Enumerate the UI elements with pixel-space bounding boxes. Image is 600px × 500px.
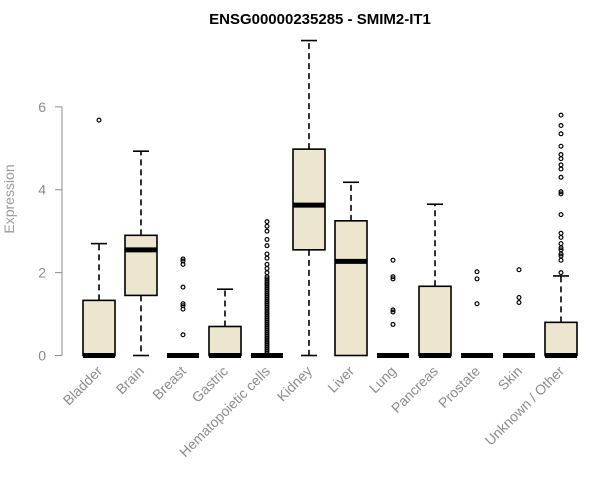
category-label: Prostate	[435, 363, 483, 411]
box-unknown-other	[544, 112, 578, 358]
outlier-point	[558, 191, 564, 197]
category-label: Skin	[495, 363, 526, 394]
outlier-point	[516, 299, 522, 305]
y-axis-label: Expression	[1, 164, 17, 233]
outlier-point	[96, 117, 102, 123]
outlier-point	[474, 301, 480, 307]
box-body	[208, 325, 242, 357]
outlier-point	[558, 270, 564, 276]
outlier-point	[558, 156, 564, 162]
outlier-point	[558, 257, 564, 263]
box-hematopoietic-cells	[251, 219, 283, 358]
outlier-point	[264, 243, 270, 249]
outlier-point	[180, 303, 186, 309]
outlier-point	[516, 294, 522, 300]
outlier-point	[558, 189, 564, 195]
outlier-point	[558, 247, 564, 253]
outlier-point	[474, 276, 480, 282]
outlier-point	[558, 212, 564, 218]
outlier-point	[180, 256, 186, 262]
category-label: Liver	[324, 363, 357, 396]
outlier-point	[516, 267, 522, 273]
chart-title: ENSG00000235285 - SMIM2-IT1	[209, 11, 431, 28]
y-tick-label: 2	[38, 265, 46, 281]
outlier-point	[264, 255, 270, 261]
outlier-point	[264, 251, 270, 257]
outlier-point	[558, 162, 564, 168]
category-label: Breast	[149, 363, 189, 403]
outlier-point	[558, 253, 564, 259]
outlier-point	[558, 131, 564, 137]
box-body	[334, 220, 368, 357]
outlier-point	[558, 112, 564, 118]
box-body	[292, 148, 326, 251]
outlier-point	[180, 258, 186, 264]
outlier-point	[390, 276, 396, 282]
outlier-point	[390, 309, 396, 315]
outlier-point	[264, 219, 270, 225]
outlier-point	[264, 236, 270, 242]
y-tick-label: 0	[38, 348, 46, 364]
boxes-layer	[82, 39, 578, 358]
outlier-point	[390, 257, 396, 263]
outlier-point	[264, 270, 270, 276]
outlier-point	[390, 321, 396, 327]
outlier-point	[264, 276, 270, 282]
outlier-point	[558, 174, 564, 180]
box-prostate	[461, 269, 493, 358]
outlier-point	[180, 332, 186, 338]
box-pancreas	[418, 203, 452, 358]
outlier-point	[180, 284, 186, 290]
outlier-point	[558, 166, 564, 172]
outlier-point	[390, 274, 396, 280]
outlier-point	[558, 241, 564, 247]
box-skin	[503, 267, 535, 358]
category-label: Unknown / Other	[482, 363, 568, 449]
outlier-point	[264, 228, 270, 234]
box-brain	[124, 150, 158, 357]
box-liver	[334, 181, 368, 357]
box-gastric	[208, 288, 242, 358]
category-label: Lung	[366, 363, 399, 396]
outlier-point	[558, 152, 564, 158]
outlier-point	[180, 301, 186, 307]
y-tick-label: 6	[38, 99, 46, 115]
y-axis: 0 2 4 6	[38, 99, 63, 364]
box-kidney	[292, 39, 326, 357]
box-body	[418, 285, 452, 357]
outlier-point	[558, 123, 564, 129]
box-breast	[167, 256, 199, 358]
box-body	[544, 321, 578, 357]
category-label: Pancreas	[388, 363, 441, 416]
outlier-point	[474, 269, 480, 275]
y-tick-label: 4	[38, 182, 46, 198]
box-bladder	[82, 117, 116, 358]
outlier-point	[264, 261, 270, 267]
box-lung	[377, 257, 409, 358]
box-body	[124, 234, 158, 297]
outlier-point	[264, 223, 270, 229]
category-label: Kidney	[274, 363, 316, 405]
outlier-point	[558, 230, 564, 236]
outlier-point	[390, 307, 396, 313]
box-body	[82, 299, 116, 357]
category-label: Bladder	[60, 363, 106, 409]
outlier-point	[558, 234, 564, 240]
outlier-point	[264, 265, 270, 271]
category-label: Brain	[113, 363, 147, 397]
outlier-point	[558, 143, 564, 149]
